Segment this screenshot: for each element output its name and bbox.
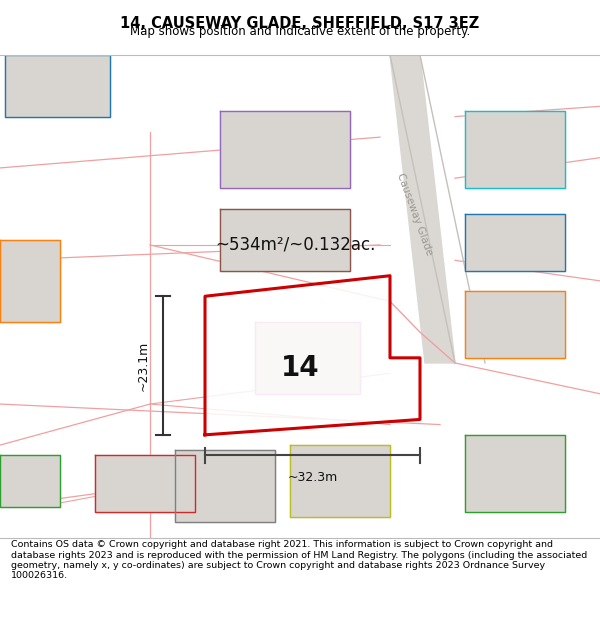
Text: 14: 14 — [281, 354, 319, 382]
Polygon shape — [0, 240, 60, 322]
Polygon shape — [220, 209, 350, 271]
Text: ~32.3m: ~32.3m — [287, 471, 338, 484]
Text: Contains OS data © Crown copyright and database right 2021. This information is : Contains OS data © Crown copyright and d… — [11, 540, 587, 581]
Text: Map shows position and indicative extent of the property.: Map shows position and indicative extent… — [130, 26, 470, 39]
Polygon shape — [290, 445, 390, 517]
Text: 14, CAUSEWAY GLADE, SHEFFIELD, S17 3EZ: 14, CAUSEWAY GLADE, SHEFFIELD, S17 3EZ — [121, 16, 479, 31]
Polygon shape — [95, 456, 195, 512]
Text: ~23.1m: ~23.1m — [137, 341, 149, 391]
Polygon shape — [255, 322, 360, 394]
Polygon shape — [205, 276, 420, 435]
Polygon shape — [0, 456, 60, 507]
Polygon shape — [465, 435, 565, 512]
Polygon shape — [175, 450, 275, 522]
Polygon shape — [390, 55, 455, 363]
Text: ~534m²/~0.132ac.: ~534m²/~0.132ac. — [215, 236, 375, 254]
Polygon shape — [465, 291, 565, 358]
Polygon shape — [465, 111, 565, 189]
Polygon shape — [5, 55, 110, 117]
Polygon shape — [465, 214, 565, 271]
Polygon shape — [220, 111, 350, 189]
Text: Causeway Glade: Causeway Glade — [395, 171, 434, 257]
